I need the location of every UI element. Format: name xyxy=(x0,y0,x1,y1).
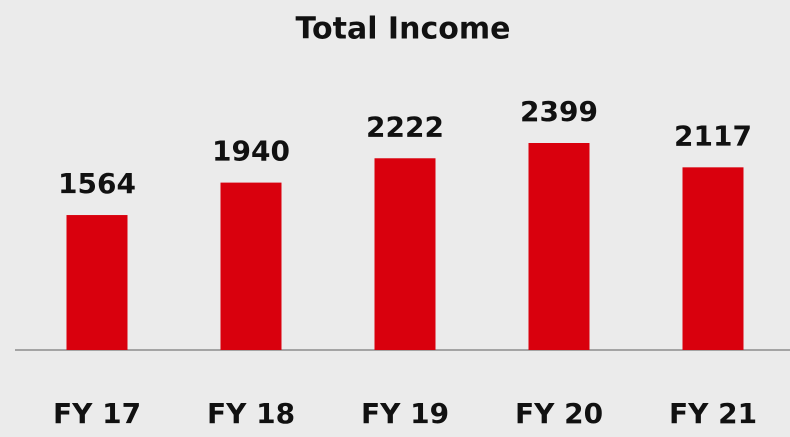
data-label: 2222 xyxy=(366,110,444,143)
bar xyxy=(528,143,590,350)
bar xyxy=(220,182,282,350)
bar xyxy=(682,167,744,350)
data-label: 1564 xyxy=(58,167,136,200)
data-label: 2399 xyxy=(520,95,598,128)
chart-title: Total Income xyxy=(296,12,511,47)
x-tick-label: FY 19 xyxy=(361,397,449,430)
x-tick-label: FY 18 xyxy=(207,397,295,430)
data-label: 2117 xyxy=(674,119,752,152)
x-tick-label: FY 21 xyxy=(669,397,757,430)
x-tick-label: FY 17 xyxy=(53,397,141,430)
x-tick-label: FY 20 xyxy=(515,397,603,430)
bar xyxy=(374,158,436,350)
data-label: 1940 xyxy=(212,135,290,168)
bar xyxy=(66,215,128,350)
